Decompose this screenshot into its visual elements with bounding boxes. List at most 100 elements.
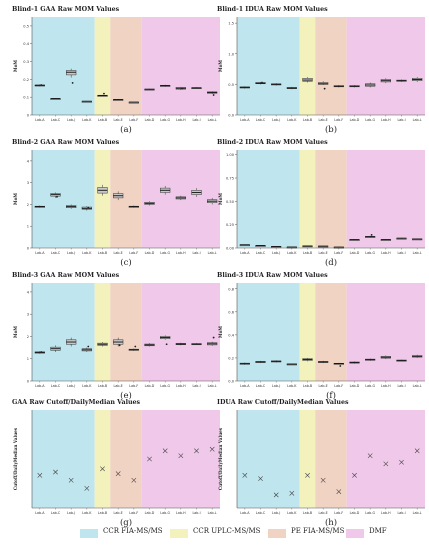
data-marker-stroke	[147, 456, 152, 462]
y-tick-label: 1.5	[228, 22, 234, 26]
x-tick-label: Lab-I	[397, 118, 405, 122]
x-tick-label: Lab-I	[192, 384, 200, 388]
x-tick-label: Lab-J	[67, 384, 75, 388]
group-band	[141, 17, 220, 115]
data-point	[212, 94, 215, 96]
data-marker-stroke	[131, 477, 137, 483]
chart-title: Blind-2 GAA Raw MOM Values	[12, 139, 120, 146]
x-tick-label: Lab-J	[67, 511, 75, 515]
x-tick-label: Lab-I	[192, 118, 200, 122]
data-marker-stroke	[68, 477, 74, 483]
x-tick-label: Lab-D	[350, 118, 360, 122]
x-tick-label: Lab-B	[303, 251, 313, 255]
legend-swatch-dmf	[346, 529, 364, 538]
x-tick-label: Lab-A	[240, 118, 250, 122]
data-point	[134, 345, 137, 348]
group-band	[110, 410, 142, 508]
x-tick-label: Lab-C	[256, 251, 266, 255]
x-tick-label: Lab-C	[256, 511, 266, 515]
x-tick-label: Lab-L	[413, 251, 422, 255]
x-tick-label: Lab-F	[129, 511, 138, 515]
data-marker-stroke	[273, 492, 279, 498]
group-band	[141, 410, 220, 508]
x-tick-label: Lab-J	[272, 384, 280, 388]
data-point	[339, 365, 342, 367]
panel-label: (b)	[325, 124, 337, 135]
x-tick-label: Lab-C	[51, 384, 61, 388]
y-tick-label: 0.00	[226, 247, 235, 251]
x-tick-label: Lab-D	[350, 511, 360, 515]
y-tick-label: 2	[27, 203, 29, 207]
group-band	[110, 150, 142, 248]
y-tick-label: 0.0	[228, 380, 234, 384]
x-tick-label: Lab-B	[303, 118, 313, 122]
x-tick-label: Lab-K	[287, 118, 297, 122]
data-marker-x	[53, 469, 58, 475]
group-band	[299, 410, 316, 508]
y-tick-label: 1	[27, 357, 29, 361]
x-tick-label: Lab-I	[397, 511, 405, 515]
legend-swatch-pe-fia	[268, 529, 286, 538]
data-point	[323, 87, 326, 90]
x-tick-label: Lab-B	[303, 384, 313, 388]
y-tick-label: 4	[27, 290, 30, 294]
group-band	[237, 17, 300, 115]
panel-label: (f)	[326, 390, 336, 401]
x-tick-label: Lab-E	[319, 384, 328, 388]
legend-label-ccr-uplc: CCR UPLC-MS/MS	[193, 527, 261, 535]
data-marker-x	[352, 472, 357, 478]
data-point	[370, 234, 373, 236]
x-tick-label: Lab-C	[51, 118, 61, 122]
y-axis-label: MoM	[218, 60, 223, 72]
x-tick-label: Lab-J	[272, 251, 280, 255]
chart-title: Blind-3 GAA Raw MOM Values	[12, 272, 120, 279]
x-tick-label: Lab-F	[129, 251, 138, 255]
data-point	[181, 87, 184, 90]
x-tick-label: Lab-K	[82, 511, 92, 515]
group-band	[94, 150, 111, 248]
group-band	[299, 283, 316, 381]
group-band	[237, 150, 300, 248]
data-marker-stroke	[53, 469, 58, 475]
x-tick-label: Lab-E	[319, 511, 328, 515]
data-marker-x	[320, 477, 326, 483]
data-marker-stroke	[352, 472, 357, 478]
legend-label-pe-fia: PE FIA-MS/MS	[291, 527, 345, 535]
data-marker-x	[336, 489, 342, 495]
group-band	[94, 410, 111, 508]
chart-title: Blind-1 GAA Raw MOM Values	[12, 6, 120, 13]
chart-title: GAA Raw Cutoff/DailyMedian Values	[12, 399, 141, 406]
data-marker-x	[100, 466, 105, 472]
data-marker-stroke	[194, 448, 199, 454]
y-tick-label: 3	[27, 181, 29, 185]
y-axis-label: MoM	[13, 60, 18, 72]
legend-swatch-ccr-fia	[80, 529, 98, 538]
data-marker-stroke	[178, 453, 184, 459]
x-tick-label: Lab-B	[98, 251, 108, 255]
data-point	[87, 206, 90, 209]
x-tick-label: Lab-G	[160, 251, 170, 255]
data-marker-stroke	[414, 448, 420, 454]
y-tick-label: 4	[27, 159, 30, 163]
group-band	[32, 17, 95, 115]
data-marker-stroke	[336, 489, 342, 495]
x-tick-label: Lab-G	[160, 118, 170, 122]
y-tick-label: 0.3	[23, 60, 29, 64]
data-marker-x	[289, 490, 295, 496]
data-marker-x	[68, 477, 74, 483]
x-tick-label: Lab-A	[240, 384, 250, 388]
data-marker-x	[305, 472, 310, 478]
panel-label: (c)	[120, 257, 131, 268]
y-tick-label: 0.6	[228, 310, 234, 314]
y-axis-label: MoM	[13, 326, 18, 338]
y-tick-label: 0.4	[228, 333, 234, 337]
data-point	[40, 351, 43, 353]
data-point	[212, 336, 215, 339]
x-tick-label: Lab-I	[192, 251, 200, 255]
y-tick-label: 0	[27, 380, 30, 384]
chart-panel: Blind-3 GAA Raw MOM Values 0 1 2 3 4 MoM Lab-A L…	[12, 272, 220, 401]
x-tick-label: Lab-D	[350, 384, 360, 388]
panel-label: (g)	[120, 517, 132, 528]
data-marker-x	[162, 448, 168, 454]
y-tick-label: 0.0	[228, 114, 234, 118]
